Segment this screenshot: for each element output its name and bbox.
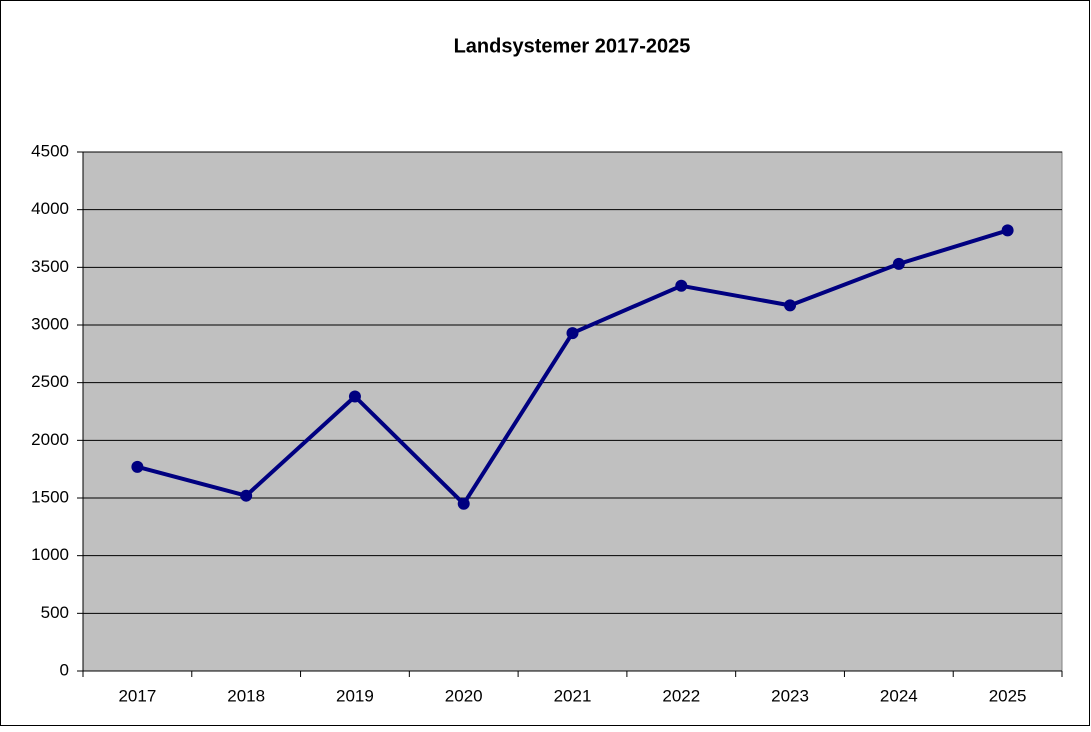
data-point <box>348 390 361 403</box>
data-point <box>457 497 470 510</box>
x-tick-label: 2017 <box>118 686 156 705</box>
data-point <box>566 327 579 340</box>
x-tick-label: 2022 <box>662 686 700 705</box>
data-point <box>1001 224 1014 237</box>
y-tick-label: 0 <box>60 660 69 679</box>
plot-area <box>82 151 1063 672</box>
x-tick-label: 2021 <box>554 686 592 705</box>
data-point <box>131 460 144 473</box>
data-point <box>892 257 905 270</box>
y-tick-label: 3000 <box>31 314 69 333</box>
data-point <box>240 489 253 502</box>
y-tick-label: 3500 <box>31 257 69 276</box>
data-point <box>784 299 797 312</box>
x-tick-label: 2025 <box>989 686 1027 705</box>
y-tick-label: 1500 <box>31 487 69 506</box>
x-tick-label: 2019 <box>336 686 374 705</box>
chart-title: Landsystemer 2017-2025 <box>454 35 691 57</box>
y-tick-label: 4500 <box>31 141 69 160</box>
data-point <box>675 279 688 292</box>
y-tick-label: 500 <box>41 603 69 622</box>
x-tick-label: 2023 <box>771 686 809 705</box>
y-tick-label: 1000 <box>31 545 69 564</box>
x-tick-label: 2020 <box>445 686 483 705</box>
y-tick-label: 2000 <box>31 430 69 449</box>
y-tick-label: 2500 <box>31 372 69 391</box>
x-tick-label: 2018 <box>227 686 265 705</box>
y-tick-label: 4000 <box>31 199 69 218</box>
x-tick-label: 2024 <box>880 686 918 705</box>
